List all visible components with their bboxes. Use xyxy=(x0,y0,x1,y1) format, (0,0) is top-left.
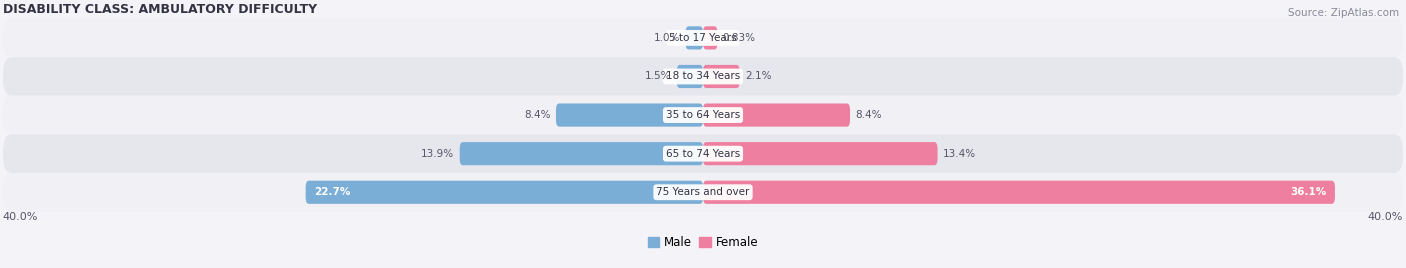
FancyBboxPatch shape xyxy=(703,142,938,165)
Legend: Male, Female: Male, Female xyxy=(648,236,758,249)
Text: 8.4%: 8.4% xyxy=(524,110,551,120)
FancyBboxPatch shape xyxy=(305,181,703,204)
Text: Source: ZipAtlas.com: Source: ZipAtlas.com xyxy=(1288,8,1399,18)
FancyBboxPatch shape xyxy=(3,173,1403,211)
FancyBboxPatch shape xyxy=(3,18,1403,57)
Text: 8.4%: 8.4% xyxy=(855,110,882,120)
Text: 2.1%: 2.1% xyxy=(745,72,772,81)
FancyBboxPatch shape xyxy=(3,134,1403,173)
Text: 18 to 34 Years: 18 to 34 Years xyxy=(666,72,740,81)
FancyBboxPatch shape xyxy=(703,103,851,127)
FancyBboxPatch shape xyxy=(686,26,703,50)
Text: 0.83%: 0.83% xyxy=(723,33,756,43)
Text: 13.9%: 13.9% xyxy=(422,149,454,159)
Text: 65 to 74 Years: 65 to 74 Years xyxy=(666,149,740,159)
FancyBboxPatch shape xyxy=(460,142,703,165)
FancyBboxPatch shape xyxy=(703,26,717,50)
Text: DISABILITY CLASS: AMBULATORY DIFFICULTY: DISABILITY CLASS: AMBULATORY DIFFICULTY xyxy=(3,3,316,16)
Text: 40.0%: 40.0% xyxy=(1368,212,1403,222)
FancyBboxPatch shape xyxy=(555,103,703,127)
FancyBboxPatch shape xyxy=(703,65,740,88)
FancyBboxPatch shape xyxy=(3,96,1403,134)
FancyBboxPatch shape xyxy=(3,57,1403,96)
Text: 13.4%: 13.4% xyxy=(943,149,976,159)
Text: 36.1%: 36.1% xyxy=(1289,187,1326,197)
FancyBboxPatch shape xyxy=(703,181,1334,204)
Text: 1.0%: 1.0% xyxy=(654,33,681,43)
Text: 35 to 64 Years: 35 to 64 Years xyxy=(666,110,740,120)
Text: 1.5%: 1.5% xyxy=(645,72,672,81)
Text: 75 Years and over: 75 Years and over xyxy=(657,187,749,197)
Text: 5 to 17 Years: 5 to 17 Years xyxy=(669,33,737,43)
Text: 22.7%: 22.7% xyxy=(315,187,350,197)
FancyBboxPatch shape xyxy=(676,65,703,88)
Text: 40.0%: 40.0% xyxy=(3,212,38,222)
